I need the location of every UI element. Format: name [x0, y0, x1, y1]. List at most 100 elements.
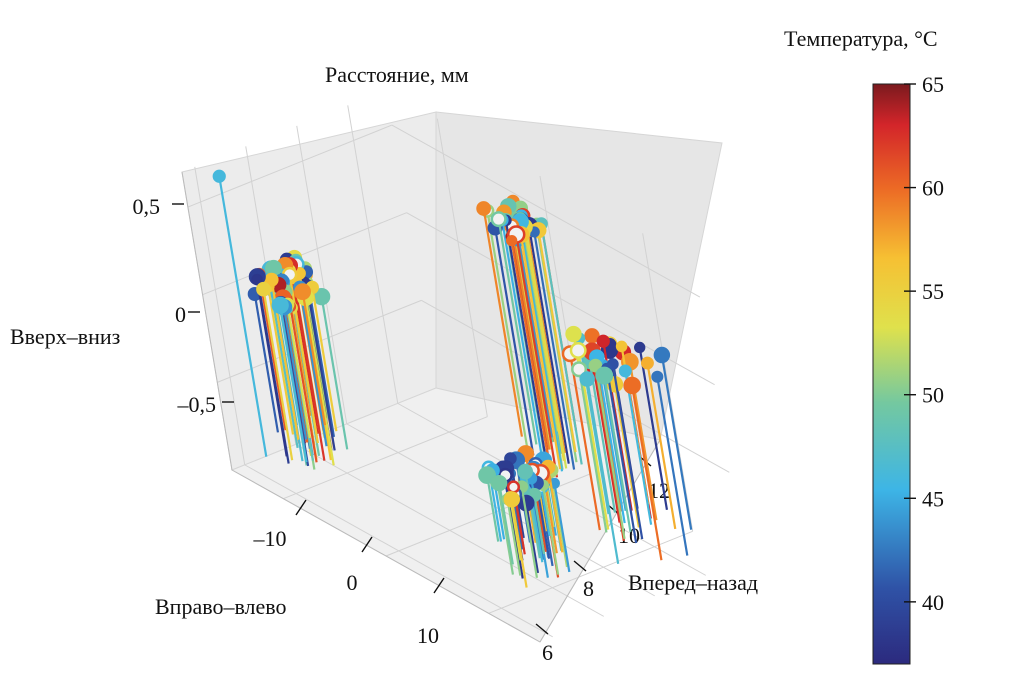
stem-42 — [646, 362, 677, 530]
stem-64 — [586, 378, 620, 564]
colorbar-tick-label-5: 40 — [922, 590, 944, 615]
colorbar-label: Температура, °C — [784, 26, 938, 51]
stem-62 — [605, 368, 638, 544]
stem-157 — [496, 482, 515, 575]
stem-149 — [279, 305, 308, 463]
stem-139 — [258, 273, 287, 431]
data-point-40 — [653, 346, 671, 364]
stem-44 — [624, 370, 653, 525]
y-axis-label: Вперед–назад — [628, 570, 758, 595]
stem-97 — [553, 483, 571, 573]
stem-100 — [301, 291, 327, 426]
data-point-155 — [256, 281, 271, 297]
stem-144 — [282, 306, 308, 440]
data-point-149 — [271, 296, 289, 314]
stem-57 — [613, 384, 640, 528]
stem-11 — [527, 225, 570, 464]
x-tick-label-1: 0 — [347, 570, 358, 595]
grid-x-back-2 — [642, 233, 694, 532]
grid-y-left-3 — [347, 105, 399, 404]
colorbar-tick-label-3: 50 — [922, 383, 944, 408]
data-point-63 — [595, 366, 614, 385]
x-tick-0 — [295, 499, 307, 516]
colorbar-ticks: 65 60 55 50 45 40 — [904, 72, 944, 615]
data-point-162 — [506, 480, 521, 494]
z-tick-label-1: 0 — [175, 302, 186, 327]
stem-26 — [482, 208, 523, 437]
y-tick-0 — [535, 623, 549, 635]
colorbar-tick-label-1: 60 — [922, 176, 944, 201]
stem-12 — [526, 229, 566, 454]
x-axis-line — [231, 469, 541, 643]
stem-61 — [577, 369, 608, 533]
data-point-34 — [506, 234, 518, 247]
chart-title: Расстояние, мм — [325, 62, 469, 87]
data-point-42 — [640, 356, 654, 370]
z-tick-label-0: 0,5 — [133, 194, 161, 219]
stem-60 — [594, 365, 626, 539]
stem-40 — [660, 354, 693, 530]
stem-24 — [504, 220, 547, 459]
stem-143 — [286, 304, 311, 439]
y-tick-label-1: 8 — [583, 576, 594, 601]
colorbar-tick-label-4: 45 — [922, 486, 944, 511]
data-marks — [212, 169, 693, 588]
stem-70 — [320, 296, 349, 450]
stem-118 — [542, 485, 560, 575]
stem-32 — [519, 234, 562, 470]
data-point-165 — [503, 491, 521, 508]
z-axis-line — [181, 171, 233, 471]
axes-panes — [181, 111, 723, 643]
y-tick-label-0: 6 — [542, 640, 553, 665]
stem-15 — [533, 231, 576, 470]
stem-59 — [595, 356, 626, 524]
z-axis-label: Вверх–вниз — [10, 324, 120, 349]
colorbar-tick-label-2: 55 — [922, 279, 944, 304]
y-tick-1 — [573, 560, 587, 572]
data-point-43 — [615, 340, 628, 353]
colorbar-gradient — [872, 83, 911, 665]
stem-151 — [525, 502, 540, 574]
z-tick-label-2: –0,5 — [177, 392, 217, 417]
data-point-148 — [251, 273, 263, 286]
stem-47 — [631, 385, 663, 561]
stem-156 — [218, 176, 268, 457]
grid-x-floor-0 — [283, 416, 488, 500]
stem-22 — [519, 221, 564, 472]
data-point-26 — [476, 201, 491, 216]
data-point-100 — [294, 283, 311, 301]
stem-58 — [611, 363, 644, 540]
stem-45 — [656, 376, 689, 556]
y-axis-line — [539, 439, 661, 643]
grid-y-floor-1 — [295, 443, 604, 617]
stem-25 — [486, 210, 529, 449]
x-tick-2 — [433, 577, 445, 594]
grid-y-floor-0 — [244, 464, 553, 638]
data-point-140 — [517, 463, 534, 480]
data-point-64 — [579, 371, 595, 387]
stem-165 — [510, 499, 528, 588]
stem-164 — [506, 498, 522, 576]
data-point-31 — [490, 211, 507, 228]
stem-27 — [517, 239, 553, 438]
grid-y-floor-2 — [346, 423, 655, 597]
stem-53 — [569, 353, 601, 531]
data-point-48 — [596, 334, 610, 348]
data-point-47 — [623, 376, 641, 395]
data-point-44 — [618, 364, 632, 378]
y-axis: 6 8 10 12 Вперед–назад — [535, 439, 758, 665]
stem-114 — [540, 486, 551, 537]
z-axis: 0,5 0 –0,5 Вверх–вниз — [10, 171, 234, 471]
pane-back-right — [435, 111, 723, 441]
stem-14 — [537, 230, 577, 453]
stem-99 — [304, 297, 335, 466]
stem-108 — [266, 268, 299, 449]
stem-93 — [295, 293, 326, 461]
data-point-54 — [565, 325, 582, 343]
stem-136 — [533, 494, 546, 555]
stem-31 — [497, 218, 538, 445]
stem-51 — [600, 366, 627, 512]
data-point-161 — [491, 475, 508, 492]
colorbar-tick-label-0: 65 — [922, 72, 944, 97]
